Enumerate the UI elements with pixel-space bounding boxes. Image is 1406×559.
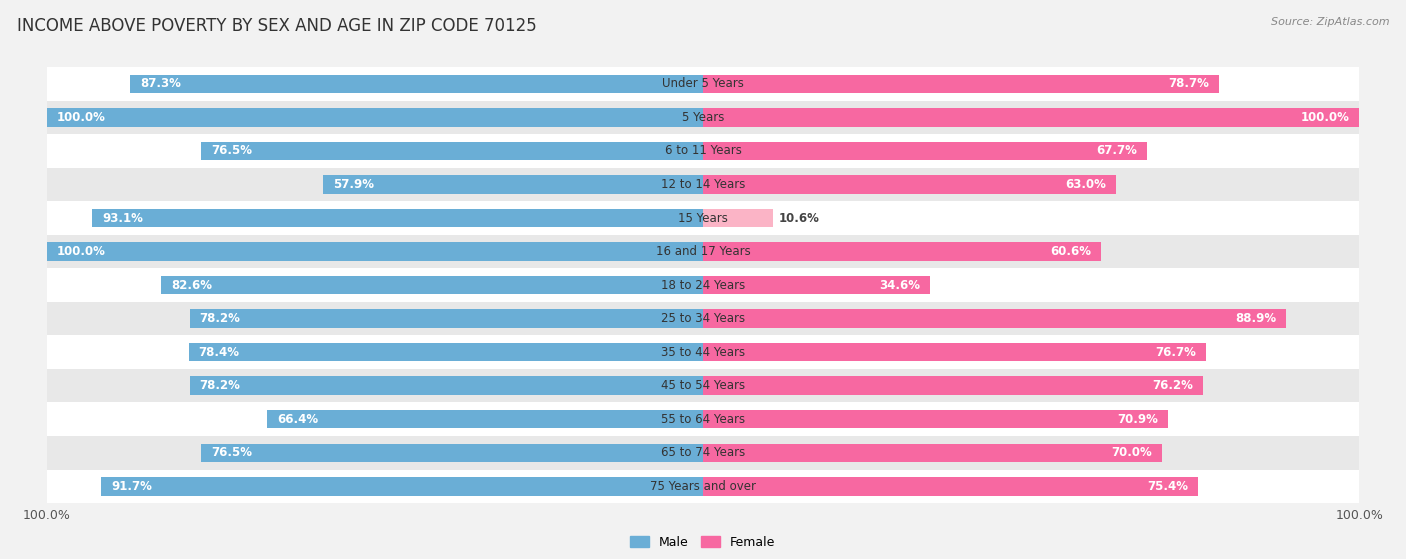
Text: 87.3%: 87.3% (141, 77, 181, 91)
Text: 78.7%: 78.7% (1168, 77, 1209, 91)
Text: 65 to 74 Years: 65 to 74 Years (661, 446, 745, 459)
Bar (93, 209, 703, 227)
Text: 60.6%: 60.6% (1050, 245, 1091, 258)
Bar (703, 142, 1147, 160)
Bar (703, 175, 1116, 193)
Text: 66.4%: 66.4% (277, 413, 318, 426)
Bar (46, 302, 1360, 335)
Bar (46, 101, 1360, 134)
Bar (703, 74, 1219, 93)
Bar (46, 369, 1360, 402)
Bar (162, 276, 703, 294)
Bar (190, 377, 703, 395)
Text: 88.9%: 88.9% (1236, 312, 1277, 325)
Text: 82.6%: 82.6% (172, 278, 212, 292)
Text: 76.5%: 76.5% (211, 446, 252, 459)
Bar (131, 74, 703, 93)
Bar (46, 470, 1360, 503)
Text: Under 5 Years: Under 5 Years (662, 77, 744, 91)
Text: 15 Years: 15 Years (678, 211, 728, 225)
Bar (703, 410, 1168, 429)
Bar (46, 243, 703, 260)
Bar (46, 67, 1360, 101)
Bar (46, 108, 703, 126)
Bar (46, 168, 1360, 201)
Bar (703, 276, 929, 294)
Text: 35 to 44 Years: 35 to 44 Years (661, 345, 745, 359)
Text: 76.7%: 76.7% (1156, 345, 1197, 359)
Bar (703, 108, 1360, 126)
Bar (46, 402, 1360, 436)
Text: 6 to 11 Years: 6 to 11 Years (665, 144, 741, 158)
Text: 18 to 24 Years: 18 to 24 Years (661, 278, 745, 292)
Text: 45 to 54 Years: 45 to 54 Years (661, 379, 745, 392)
Text: 16 and 17 Years: 16 and 17 Years (655, 245, 751, 258)
Text: 10.6%: 10.6% (779, 211, 820, 225)
Legend: Male, Female: Male, Female (626, 530, 780, 553)
Text: INCOME ABOVE POVERTY BY SEX AND AGE IN ZIP CODE 70125: INCOME ABOVE POVERTY BY SEX AND AGE IN Z… (17, 17, 537, 35)
Text: 55 to 64 Years: 55 to 64 Years (661, 413, 745, 426)
Text: 70.0%: 70.0% (1112, 446, 1153, 459)
Bar (190, 310, 703, 328)
Bar (188, 343, 703, 362)
Bar (703, 310, 1286, 328)
Text: 76.5%: 76.5% (211, 144, 252, 158)
Text: 12 to 14 Years: 12 to 14 Years (661, 178, 745, 191)
Bar (703, 343, 1206, 362)
Text: 78.2%: 78.2% (200, 312, 240, 325)
Bar (703, 377, 1204, 395)
Text: 78.4%: 78.4% (198, 345, 239, 359)
Text: 75.4%: 75.4% (1147, 480, 1188, 493)
Bar (46, 134, 1360, 168)
Text: 75 Years and over: 75 Years and over (650, 480, 756, 493)
Bar (46, 335, 1360, 369)
Text: 93.1%: 93.1% (103, 211, 143, 225)
Text: 78.2%: 78.2% (200, 379, 240, 392)
Bar (703, 209, 772, 227)
Bar (323, 175, 703, 193)
Bar (267, 410, 703, 429)
Text: 25 to 34 Years: 25 to 34 Years (661, 312, 745, 325)
Text: 67.7%: 67.7% (1097, 144, 1137, 158)
Text: 91.7%: 91.7% (111, 480, 152, 493)
Bar (46, 436, 1360, 470)
Bar (46, 201, 1360, 235)
Bar (101, 477, 703, 496)
Text: 34.6%: 34.6% (879, 278, 920, 292)
Text: 100.0%: 100.0% (56, 245, 105, 258)
Text: 100.0%: 100.0% (1301, 111, 1350, 124)
Bar (201, 444, 703, 462)
Text: 70.9%: 70.9% (1118, 413, 1159, 426)
Text: 5 Years: 5 Years (682, 111, 724, 124)
Text: 57.9%: 57.9% (333, 178, 374, 191)
Bar (703, 444, 1163, 462)
Bar (46, 235, 1360, 268)
Text: 100.0%: 100.0% (56, 111, 105, 124)
Bar (703, 477, 1198, 496)
Text: 76.2%: 76.2% (1153, 379, 1194, 392)
Bar (46, 268, 1360, 302)
Bar (703, 243, 1101, 260)
Bar (201, 142, 703, 160)
Text: Source: ZipAtlas.com: Source: ZipAtlas.com (1271, 17, 1389, 27)
Text: 63.0%: 63.0% (1066, 178, 1107, 191)
